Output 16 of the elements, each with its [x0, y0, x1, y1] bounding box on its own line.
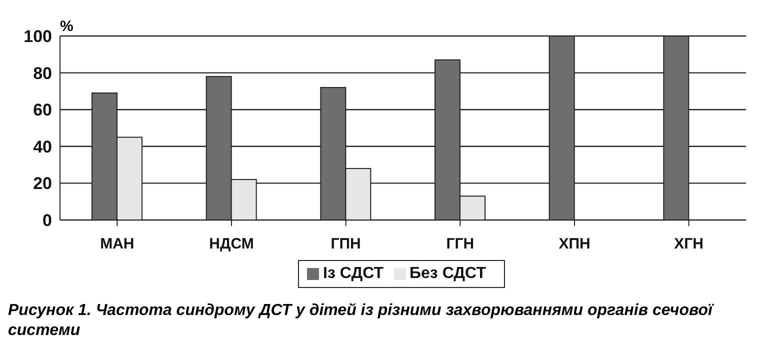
x-tick-label: МАН [100, 236, 134, 253]
x-tick-label: ГПН [330, 236, 361, 253]
y-tick-label: 20 [33, 174, 52, 194]
x-tick-label: ГГН [446, 236, 474, 253]
y-tick-label: 100 [24, 27, 52, 46]
y-tick-label: 0 [42, 211, 52, 230]
text: Рисунок 1. Частота синдрому ДСТ у дітей із різними захворюваннями органів сечової системи [8, 301, 715, 341]
x-tick-label: НДСМ [209, 236, 254, 253]
y-axis-title: % [60, 18, 74, 35]
y-tick-label: 40 [33, 137, 52, 156]
legend-label: Без СДСТ [410, 265, 486, 282]
x-tick-label: ХПН [558, 236, 590, 253]
y-tick-label: 80 [33, 64, 52, 83]
x-tick-label: ХГН [674, 236, 704, 253]
legend-label: Із СДСТ [323, 265, 384, 282]
y-tick-label: 60 [33, 100, 52, 120]
